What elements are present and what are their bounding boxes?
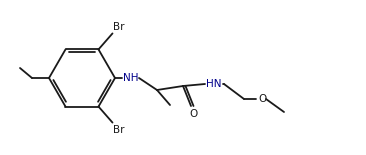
Text: O: O bbox=[190, 109, 198, 119]
Text: O: O bbox=[258, 94, 266, 104]
Text: Br: Br bbox=[113, 125, 125, 135]
Text: Br: Br bbox=[113, 22, 125, 32]
Text: HN: HN bbox=[206, 79, 221, 89]
Text: NH: NH bbox=[123, 73, 138, 83]
